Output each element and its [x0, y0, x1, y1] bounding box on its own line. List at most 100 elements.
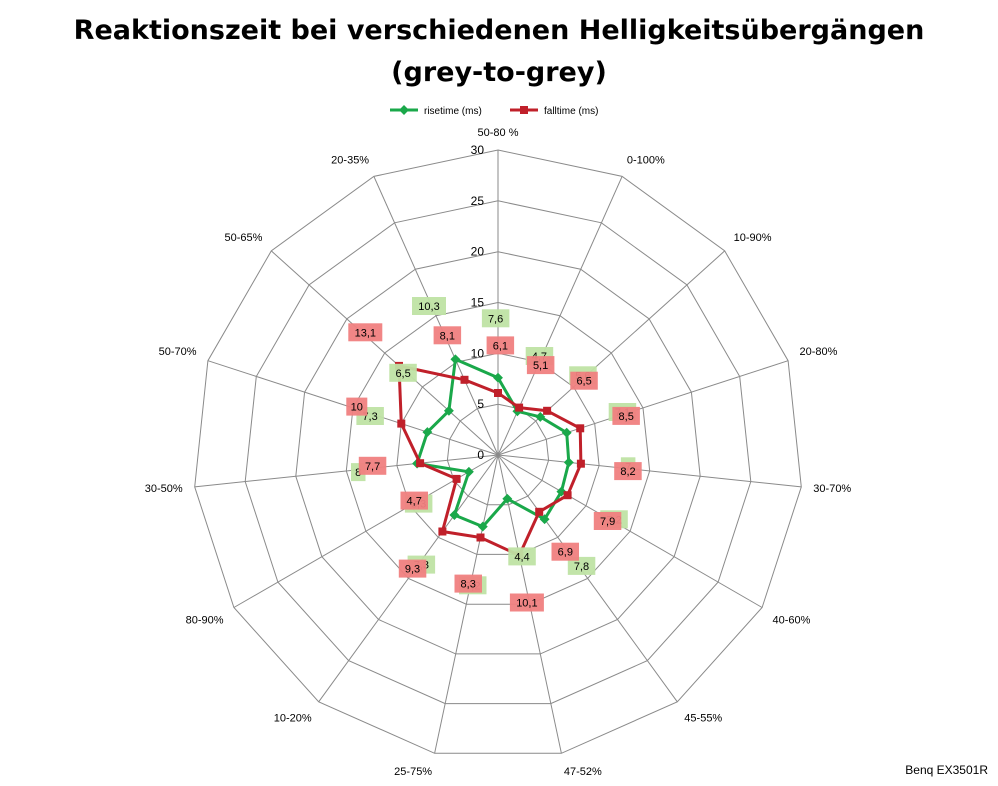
risetime-point: [463, 466, 474, 477]
falltime-point: [452, 474, 461, 483]
falltime-data-label: 8,5: [619, 411, 634, 423]
falltime-label-bg: [509, 593, 544, 612]
grid-ring-25: [244, 200, 752, 705]
risetime-data-label: 8: [355, 467, 361, 479]
falltime-point: [494, 389, 502, 397]
category-label: 20-35%: [331, 154, 369, 166]
grid-ring-10: [396, 352, 600, 555]
radial-tick-labels: 0 5 10 15 20 25 30: [471, 143, 485, 462]
category-label: 50-70%: [159, 346, 197, 358]
risetime-data-label: 7,8: [574, 561, 589, 573]
tick-label: 20: [471, 245, 485, 259]
legend-marker-risetime: [399, 105, 409, 115]
tick-label: 5: [477, 397, 484, 411]
falltime-label-bg: [400, 491, 428, 510]
falltime-point: [476, 533, 485, 542]
legend-marker-falltime: [520, 106, 528, 114]
category-label: 50-80 %: [478, 127, 519, 139]
category-label: 30-50%: [145, 483, 183, 495]
series-line-risetime: [415, 357, 571, 529]
grid-spoke: [497, 360, 789, 456]
risetime-data-label: 7,6: [488, 313, 503, 325]
category-label: 40-60%: [773, 615, 811, 627]
grid-ring-15: [345, 301, 651, 605]
tick-label: 15: [471, 296, 485, 310]
risetime-label-bg: [567, 556, 596, 575]
chart-title: Reaktionszeit bei verschiedenen Helligke…: [0, 10, 998, 94]
falltime-data-label: 7,9: [600, 516, 615, 528]
falltime-label-bg: [358, 456, 387, 475]
grid-ring-30: [194, 149, 802, 754]
category-label: 10-20%: [274, 713, 312, 725]
category-label: 0-100%: [627, 154, 665, 166]
falltime-data-label: 4,7: [407, 496, 422, 508]
risetime-point: [539, 514, 550, 525]
falltime-data-label: 5,1: [533, 360, 548, 372]
data-labels: 7,64,75,67,177,27,84,47,27,33,387,36,510…: [346, 297, 642, 612]
risetime-point: [493, 372, 503, 383]
falltime-data-label: 8,2: [620, 466, 635, 478]
risetime-point: [422, 427, 433, 438]
falltime-data-label: 6,5: [576, 376, 591, 388]
grid-spoke: [497, 454, 763, 608]
risetime-point: [502, 493, 513, 504]
falltime-point: [563, 491, 572, 500]
category-label: 20-80%: [800, 346, 838, 358]
category-label: 30-70%: [813, 483, 851, 495]
category-label: 10-90%: [734, 232, 772, 244]
category-label: 50-65%: [224, 232, 262, 244]
legend-label-falltime: falltime (ms): [544, 106, 598, 117]
risetime-point: [477, 521, 488, 532]
falltime-data-label: 8,1: [440, 330, 455, 342]
falltime-label-bg: [398, 559, 427, 578]
falltime-data-label: 10,1: [516, 598, 537, 610]
grid-spoke: [497, 250, 726, 456]
grid-spoke: [497, 454, 802, 488]
falltime-data-label: 8,3: [461, 579, 476, 591]
falltime-label-bg: [346, 397, 368, 416]
tick-label: 25: [471, 194, 485, 208]
falltime-data-label: 7,7: [365, 461, 380, 473]
tick-label: 30: [471, 143, 485, 157]
legend: risetime (ms) falltime (ms): [390, 105, 598, 117]
risetime-point: [450, 354, 461, 365]
falltime-label-bg: [526, 356, 555, 375]
falltime-label-bg: [551, 542, 579, 561]
falltime-label-bg: [454, 574, 482, 593]
falltime-point: [515, 403, 524, 412]
falltime-label-bg: [433, 326, 462, 345]
grid-spoke: [373, 176, 499, 456]
risetime-label-bg: [412, 297, 446, 315]
source-label: Benq EX3501R: [905, 763, 988, 777]
risetime-point: [535, 411, 546, 422]
tick-label: 0: [477, 448, 484, 462]
falltime-data-label: 9,3: [405, 564, 420, 576]
falltime-data-label: 10: [351, 402, 363, 414]
falltime-point: [576, 459, 585, 468]
tick-label: 10: [471, 346, 485, 360]
legend-label-risetime: risetime (ms): [424, 106, 482, 117]
risetime-point: [449, 510, 460, 520]
falltime-label-bg: [486, 336, 515, 355]
category-label: 80-90%: [186, 615, 224, 627]
risetime-label-bg: [389, 363, 417, 382]
falltime-data-label: 6,1: [493, 340, 508, 352]
grid-ring-5: [446, 403, 550, 506]
category-label: 45-55%: [684, 713, 722, 725]
risetime-label-bg: [481, 309, 510, 328]
risetime-point: [561, 427, 572, 438]
category-label: 47-52%: [564, 766, 602, 778]
falltime-point: [543, 406, 552, 415]
category-label: 25-75%: [394, 766, 432, 778]
category-labels: 50-80 % 0-100% 10-90% 20-80% 30-70% 40-60% 45-…: [145, 127, 852, 778]
data-series: [395, 354, 585, 560]
falltime-label-bg: [348, 323, 383, 342]
series-line-falltime: [397, 364, 583, 557]
grid-spoke: [434, 454, 499, 754]
chart-subtitle: (grey-to-grey): [391, 57, 607, 88]
risetime-point: [443, 405, 454, 416]
grid-spoke: [318, 454, 499, 703]
falltime-point: [535, 507, 544, 516]
falltime-point: [397, 419, 406, 428]
